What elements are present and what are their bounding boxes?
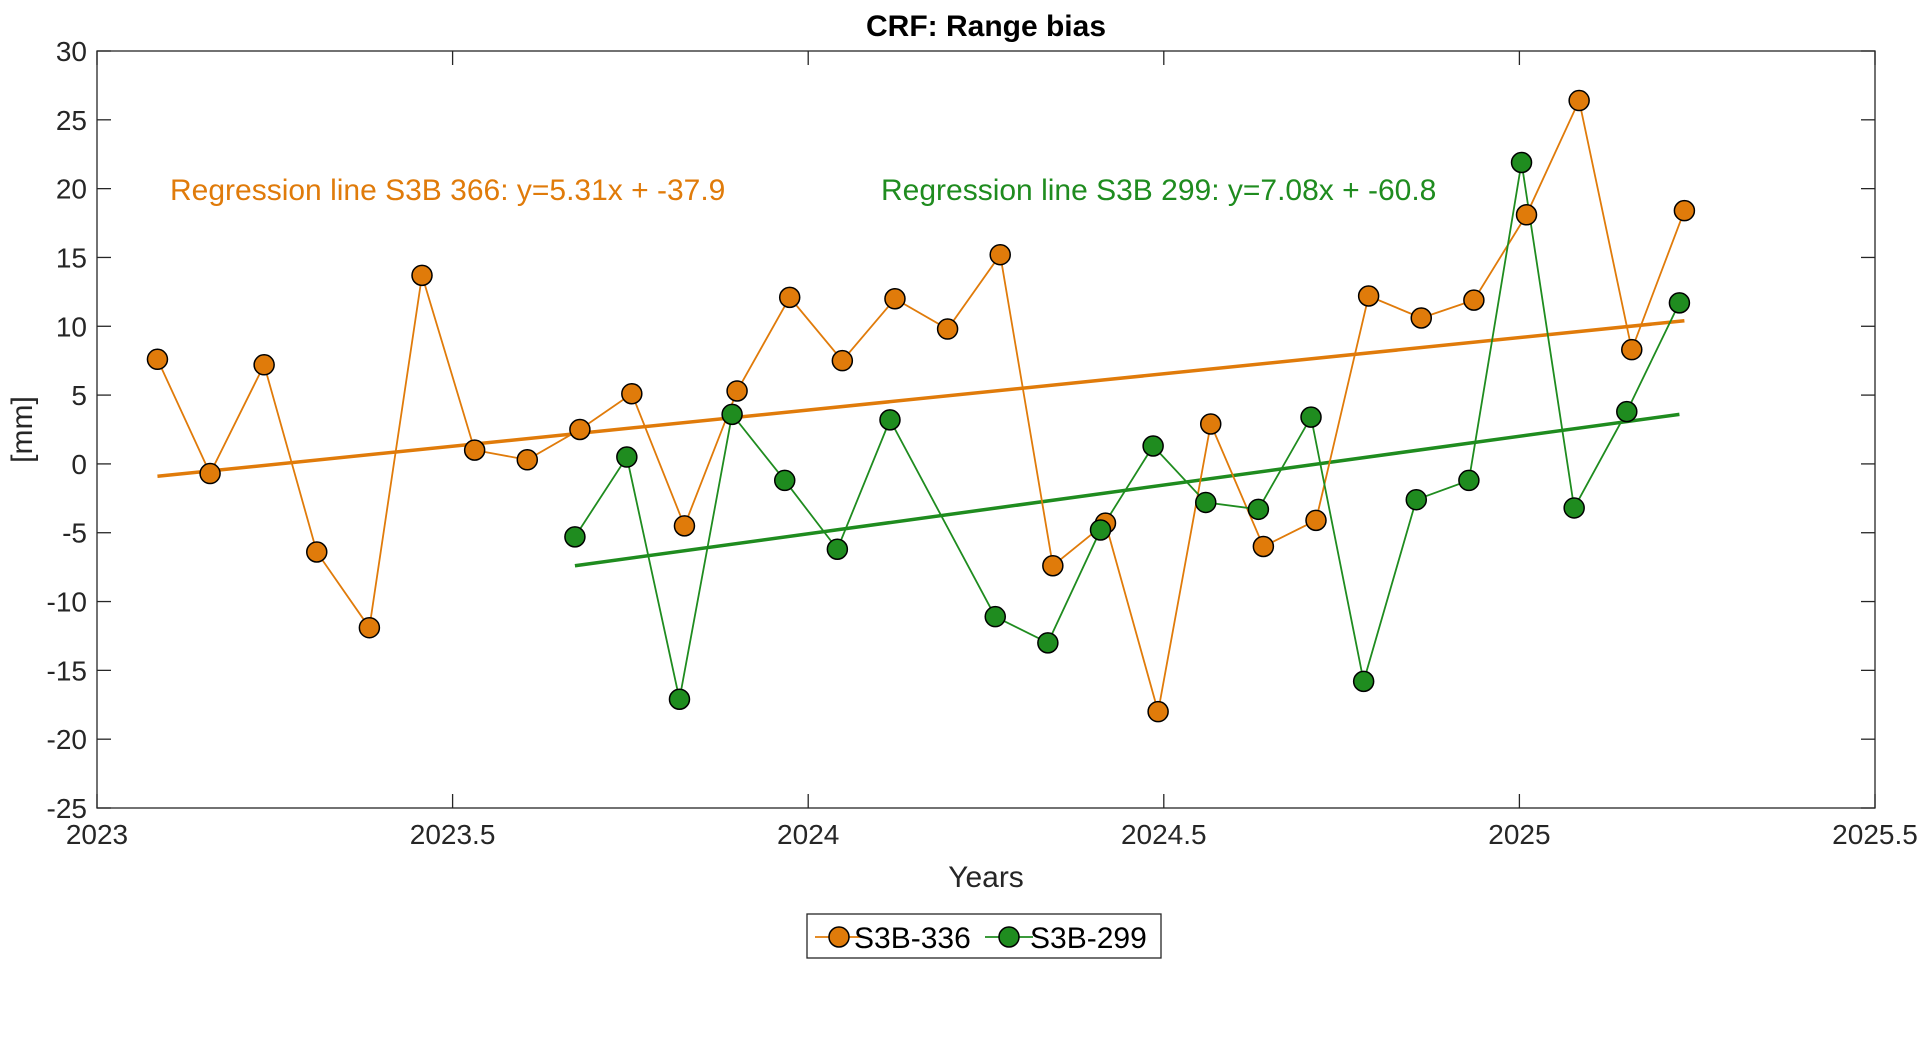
data-point-s3b-299 bbox=[826, 538, 849, 560]
y-tick-label: -5 bbox=[62, 518, 87, 549]
y-axis-title: [mm] bbox=[6, 396, 39, 463]
y-tick-label: 0 bbox=[71, 449, 87, 480]
y-tick-label: 10 bbox=[56, 311, 87, 342]
legend-marker-s3b-299 bbox=[998, 926, 1020, 948]
data-point-s3b-336 bbox=[673, 515, 696, 537]
data-point-s3b-299 bbox=[564, 526, 586, 548]
data-point-s3b-299 bbox=[1405, 488, 1428, 511]
x-tick-labels: 2023 2023.5 2024 2024.5 2025 2025.5 bbox=[66, 819, 1918, 850]
x-tick-label: 2023.5 bbox=[410, 819, 496, 850]
plot-area-frame bbox=[96, 50, 1876, 809]
data-point-s3b-336 bbox=[1252, 535, 1275, 558]
regression-annotation-s3b-299: Regression line S3B 299: y=7.08x + -60.8 bbox=[881, 174, 1436, 207]
data-point-s3b-299 bbox=[1247, 498, 1270, 521]
data-point-s3b-336 bbox=[1147, 700, 1169, 723]
data-point-s3b-299 bbox=[1668, 292, 1691, 314]
y-tick-label: 20 bbox=[56, 174, 87, 205]
data-point-s3b-299 bbox=[1458, 469, 1480, 492]
regression-annotation-s3b-366: Regression line S3B 366: y=5.31x + -37.9 bbox=[170, 174, 725, 207]
data-point-s3b-336 bbox=[463, 439, 486, 461]
data-point-s3b-299 bbox=[1195, 491, 1217, 514]
data-point-s3b-336 bbox=[1199, 413, 1222, 435]
y-tick-label: -25 bbox=[47, 793, 87, 824]
data-point-s3b-299 bbox=[879, 409, 901, 431]
y-tick-label: -15 bbox=[47, 655, 87, 686]
y-tick-label: 30 bbox=[56, 36, 87, 67]
data-point-s3b-336 bbox=[1568, 89, 1590, 112]
data-point-s3b-336 bbox=[831, 349, 854, 372]
x-tick-label: 2025.5 bbox=[1832, 819, 1918, 850]
data-point-s3b-336 bbox=[516, 449, 539, 471]
x-tick-label: 2023 bbox=[66, 819, 128, 850]
data-point-s3b-336 bbox=[1357, 285, 1380, 307]
chart-title: CRF: Range bias bbox=[866, 10, 1106, 43]
data-point-s3b-336 bbox=[1515, 204, 1538, 226]
data-point-s3b-299 bbox=[1352, 670, 1375, 693]
data-point-s3b-299 bbox=[668, 688, 691, 711]
data-point-s3b-299 bbox=[616, 446, 638, 468]
data-point-s3b-336 bbox=[621, 382, 643, 405]
data-point-s3b-336 bbox=[146, 348, 169, 371]
data-point-s3b-336 bbox=[1673, 199, 1696, 222]
data-point-s3b-299 bbox=[1037, 632, 1059, 654]
data-point-s3b-299 bbox=[1089, 519, 1112, 541]
regression-line-s3b-299 bbox=[574, 412, 1680, 568]
y-tick-label: -20 bbox=[47, 724, 87, 755]
data-point-s3b-299 bbox=[721, 403, 743, 426]
data-point-s3b-299 bbox=[1563, 497, 1585, 519]
x-tick-label: 2024.5 bbox=[1121, 819, 1207, 850]
data-point-s3b-336 bbox=[358, 616, 381, 639]
data-point-s3b-336 bbox=[1463, 289, 1485, 311]
x-tick-label: 2025 bbox=[1488, 819, 1550, 850]
series-line-s3b-299 bbox=[574, 162, 1681, 700]
data-point-s3b-336 bbox=[1305, 509, 1327, 532]
data-point-s3b-336 bbox=[569, 418, 591, 441]
data-point-s3b-336 bbox=[1042, 555, 1064, 577]
axis-ticks bbox=[96, 50, 1876, 809]
regression-line-s3b-336 bbox=[157, 319, 1685, 479]
data-point-s3b-336 bbox=[884, 287, 906, 310]
legend-marker-s3b-336 bbox=[828, 926, 850, 948]
legend: S3B-336 S3B-299 bbox=[806, 913, 1162, 959]
legend-label-s3b-336: S3B-336 bbox=[854, 922, 971, 955]
data-point-s3b-336 bbox=[306, 541, 328, 563]
data-point-s3b-336 bbox=[726, 380, 748, 402]
data-point-s3b-336 bbox=[1621, 338, 1643, 361]
data-point-s3b-336 bbox=[989, 243, 1011, 266]
data-point-s3b-336 bbox=[411, 264, 433, 287]
x-axis-title: Years bbox=[948, 861, 1024, 894]
data-point-s3b-336 bbox=[778, 286, 801, 309]
y-tick-label: 25 bbox=[56, 105, 87, 136]
y-tick-label: 5 bbox=[71, 380, 87, 411]
legend-box bbox=[806, 913, 1162, 959]
data-point-s3b-299 bbox=[984, 605, 1006, 628]
data-point-s3b-299 bbox=[773, 469, 796, 492]
y-tick-labels: -25 -20 -15 -10 -5 0 5 10 15 20 25 30 bbox=[47, 36, 87, 824]
data-series bbox=[146, 89, 1696, 723]
x-tick-label: 2024 bbox=[777, 819, 839, 850]
data-point-s3b-336 bbox=[253, 354, 275, 376]
data-point-s3b-299 bbox=[1616, 400, 1638, 423]
data-point-s3b-336 bbox=[1410, 307, 1433, 329]
data-point-s3b-336 bbox=[199, 462, 221, 485]
y-tick-label: 15 bbox=[56, 242, 87, 273]
data-point-s3b-299 bbox=[1300, 406, 1322, 428]
legend-label-s3b-299: S3B-299 bbox=[1030, 922, 1147, 955]
data-point-s3b-336 bbox=[936, 318, 959, 340]
y-tick-label: -10 bbox=[47, 587, 87, 618]
data-point-s3b-299 bbox=[1510, 151, 1533, 174]
data-point-s3b-299 bbox=[1142, 435, 1164, 457]
